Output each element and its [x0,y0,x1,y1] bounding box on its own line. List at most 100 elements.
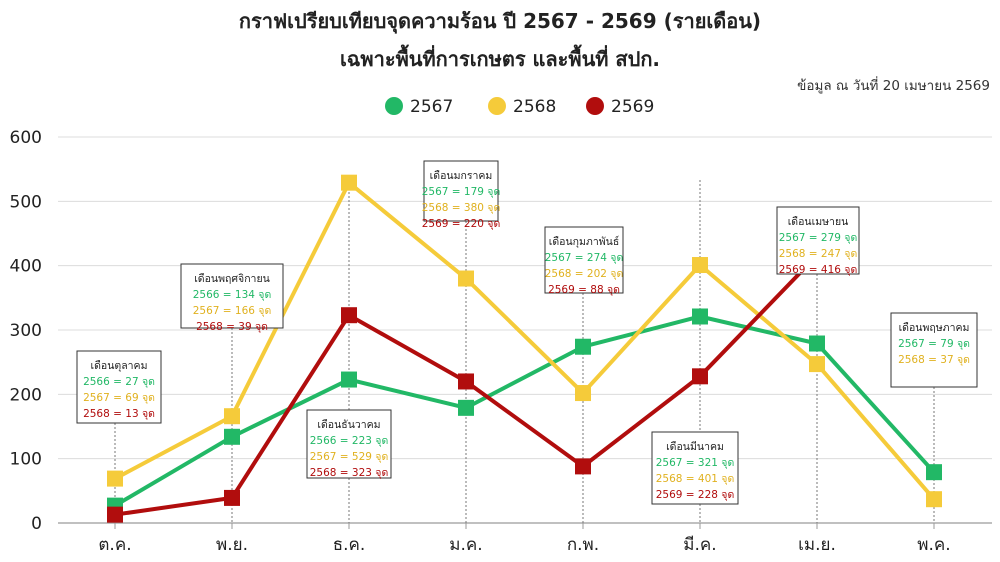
annotation-frame [544,226,624,294]
annotation-title: เดือนเมษายน [788,215,849,228]
annotation-line: 2568 = 37 จุด [898,354,970,366]
annotation-line: 2568 = 247 จุด [779,248,858,260]
annotation-frame [776,206,860,275]
data-point [809,335,825,352]
data-point [926,491,942,508]
annotation-box: เดือนธันวาคม 2566 = 223 จุด 2567 = 529 จุด… [306,409,392,479]
annotation-line: 2566 = 27 จุด [83,376,155,388]
data-point [926,464,942,481]
annotation-frame [890,312,978,388]
annotation-title: เดือนมีนาคม [666,440,724,453]
annotation-line: 2567 = 529 จุด [310,451,389,463]
annotation-box: เดือนพฤษภาคม 2567 = 79 จุด 2568 = 37 จุด [890,312,978,388]
annotation-line: 2569 = 88 จุด [548,284,620,296]
series-line-2568 [114,180,936,501]
x-tick-label: ธ.ค. [333,535,366,555]
y-tick-label: 600 [10,128,42,148]
annotation-box: เดือนมีนาคม 2567 = 321 จุด 2568 = 401 จุด 2… [651,431,739,505]
data-point [575,385,591,402]
x-tick-label: พ.ย. [216,535,248,555]
annotation-box: เดือนกุมภาพันธ์ 2567 = 274 จุด 2568 = 202 … [544,226,624,296]
annotation-title: เดือนกุมภาพันธ์ [549,235,620,248]
data-point [224,428,240,445]
annotation-boxes: เดือนตุลาคม 2566 = 27 จุด 2567 = 69 จุด 256… [76,160,978,505]
annotation-line: 2567 = 166 จุด [193,305,272,317]
y-tick-label: 0 [31,514,42,534]
y-tick-label: 200 [10,385,42,405]
data-point [107,470,123,487]
data-point [692,368,708,385]
data-point [224,408,240,425]
annotation-line: 2568 = 380 จุด [422,202,501,214]
annotation-title: เดือนพฤษภาคม [899,321,970,334]
legend-marker-2567 [385,97,403,115]
series-line-2567 [113,314,936,508]
annotation-line: 2568 = 323 จุด [310,467,389,479]
annotation-box: เดือนมกราคม 2567 = 179 จุด 2568 = 380 จุด 2… [422,160,501,230]
chart-title: กราฟเปรียบเทียบจุดความร้อน ปี 2567 - 256… [239,9,761,34]
data-date-note: ข้อมูล ณ วันที่ 20 เมษายน 2569 [797,76,990,94]
annotation-frame [423,160,499,222]
annotation-title: เดือนพฤศจิกายน [194,272,270,285]
annotation-line: 2567 = 279 จุด [779,232,858,244]
x-tick-label: ม.ค. [449,535,482,555]
data-point [809,356,825,373]
annotation-line: 2567 = 79 จุด [898,338,970,350]
x-tick-label: ต.ค. [98,535,131,555]
y-tick-label: 500 [10,192,42,212]
annotation-line: 2567 = 321 จุด [656,457,735,469]
x-tick-label: ก.พ. [567,535,599,555]
data-point [341,307,357,324]
annotation-line: 2568 = 39 จุด [196,321,268,333]
x-tick-label: มี.ค. [683,535,716,555]
data-point [341,174,357,191]
y-tick-label: 400 [10,257,42,277]
annotation-line: 2568 = 13 จุด [83,408,155,420]
data-point [575,458,591,475]
legend: 2567 2568 2569 [385,97,654,117]
legend-label: 2568 [513,97,556,117]
annotation-line: 2566 = 223 จุด [310,435,389,447]
y-axis: 0 100 200 300 400 500 600 [10,128,42,534]
annotation-line: 2566 = 134 จุด [193,289,272,301]
annotation-title: เดือนมกราคม [430,169,493,182]
annotation-line: 2568 = 401 จุด [656,473,735,485]
annotation-line: 2567 = 274 จุด [545,252,624,264]
data-point [575,338,591,355]
data-point [107,506,123,523]
data-point [341,371,357,388]
legend-label: 2567 [410,97,453,117]
legend-marker-2568 [488,97,506,115]
annotation-title: เดือนธันวาคม [317,418,380,431]
annotation-line: 2567 = 179 จุด [422,186,501,198]
chart-subtitle: เฉพาะพื้นที่การเกษตร และพื้นที่ สปก. [340,44,660,71]
data-point [458,399,474,416]
legend-label: 2569 [611,97,654,117]
annotation-line: 2568 = 202 จุด [545,268,624,280]
data-point [458,270,474,287]
annotation-frame [180,263,284,329]
data-point [692,308,708,325]
annotation-line: 2567 = 69 จุด [83,392,155,404]
annotation-box: เดือนเมษายน 2567 = 279 จุด 2568 = 247 จุด 2… [776,206,860,276]
annotation-line: 2569 = 416 จุด [779,264,858,276]
data-point [692,257,708,274]
x-axis: ต.ค. พ.ย. ธ.ค. ม.ค. ก.พ. มี.ค. เม.ย. พ.ค. [98,523,951,555]
legend-marker-2569 [586,97,604,115]
annotation-frame [306,409,392,479]
series-2568 [107,174,942,508]
y-tick-label: 100 [10,450,42,470]
data-point [458,373,474,390]
annotation-line: 2569 = 228 จุด [656,489,735,501]
y-tick-label: 300 [10,321,42,341]
x-tick-label: พ.ค. [917,535,950,555]
x-tick-label: เม.ย. [798,535,836,555]
annotation-box: เดือนพฤศจิกายน 2566 = 134 จุด 2567 = 166 จ… [180,263,284,333]
annotation-line: 2569 = 220 จุด [422,218,501,230]
annotation-frame [76,350,162,424]
annotation-frame [651,431,739,505]
annotation-title: เดือนตุลาคม [91,359,148,372]
data-point [224,489,240,506]
annotation-box: เดือนตุลาคม 2566 = 27 จุด 2567 = 69 จุด 256… [76,350,162,424]
